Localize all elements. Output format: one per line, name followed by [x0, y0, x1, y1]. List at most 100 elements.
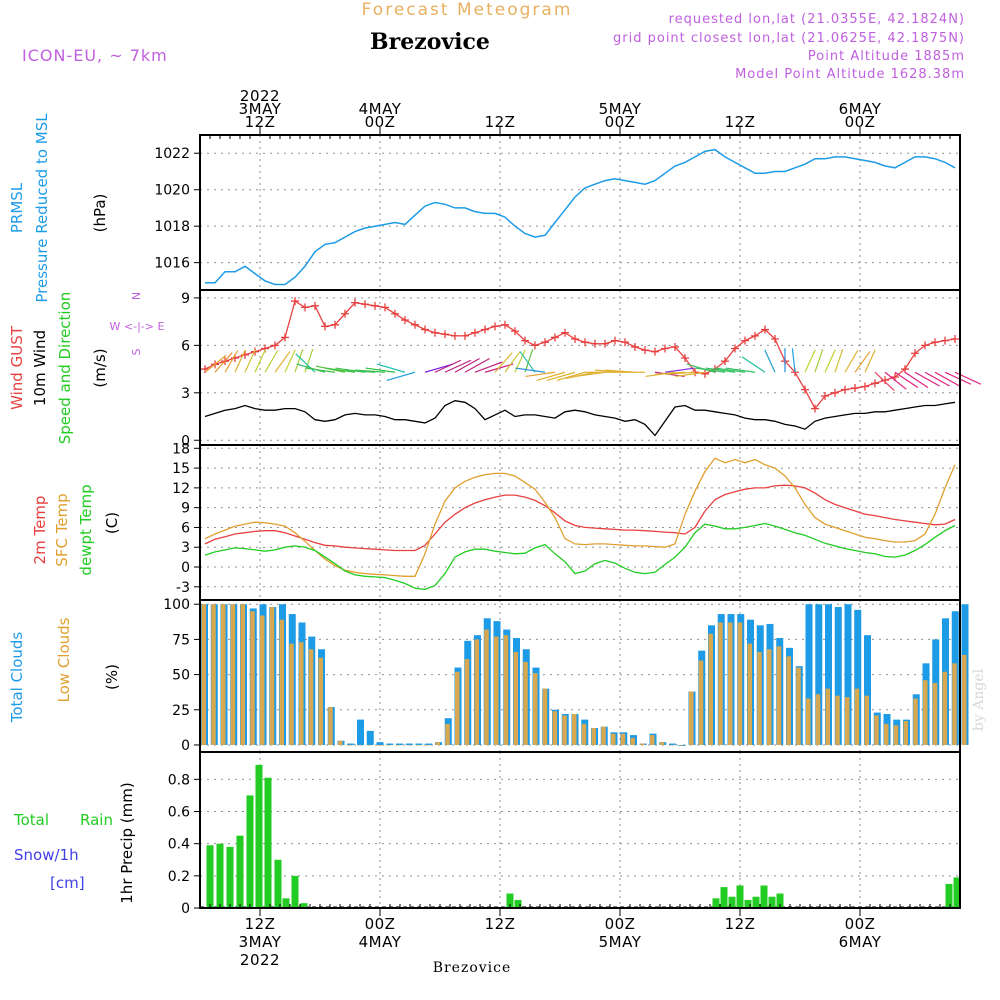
gust-marker — [621, 338, 629, 347]
low-clouds-bar — [533, 673, 538, 745]
wind-direction-arrow — [814, 348, 824, 373]
low-clouds-bar — [942, 671, 947, 745]
gust-marker — [331, 320, 339, 329]
low-clouds-bar — [318, 657, 323, 745]
top-time-label: 00Z — [605, 113, 636, 131]
point-altitude: Point Altitude 1885m — [808, 49, 965, 64]
low-clouds-bar — [952, 663, 957, 745]
low-clouds-bar — [269, 607, 275, 745]
total-clouds-bar — [386, 743, 394, 745]
rain-bar — [720, 887, 728, 908]
wind-direction-arrow — [715, 367, 746, 373]
wind-direction-arrow — [325, 367, 356, 373]
total-clouds-bar — [825, 604, 832, 745]
wind-direction-arrow — [705, 367, 736, 373]
rain-bar — [736, 885, 744, 908]
gust-marker — [391, 309, 399, 318]
model-altitude: Model Point Altitude 1628.38m — [735, 67, 965, 82]
gust-marker — [491, 322, 499, 331]
low-clouds-bar — [776, 646, 782, 745]
y-tick-label: 18 — [172, 441, 190, 457]
wind-direction-arrow — [474, 361, 503, 373]
gust-marker — [581, 338, 589, 347]
wind-direction-arrow — [934, 371, 960, 387]
rain-bar — [768, 896, 776, 908]
low-clouds-bar — [221, 604, 226, 745]
gust-marker — [401, 316, 409, 325]
low-clouds-bar — [864, 695, 869, 745]
low-clouds-bar — [796, 667, 801, 745]
y-tick-label: 0 — [181, 560, 190, 576]
gust-marker — [881, 376, 889, 385]
wind-direction-arrow — [254, 349, 266, 373]
gust-marker — [761, 325, 769, 334]
low-clouds-bar — [884, 723, 889, 745]
gust-marker — [841, 385, 849, 394]
clouds-panel-labels: Total Clouds Low Clouds (%) — [8, 617, 121, 723]
requested-coords: requested lon,lat (21.0355E, 42.1824N) — [669, 12, 965, 27]
low-clouds-bar — [757, 652, 762, 745]
wind-direction-arrow — [854, 351, 871, 373]
temp2m-series-line — [204, 484, 956, 552]
low-clouds-bar — [279, 619, 284, 745]
plot-layer: 10161018102010220369-3036912151802550751… — [154, 87, 982, 969]
wind-direction-arrow — [294, 348, 304, 373]
gust-marker — [591, 339, 599, 348]
wind-direction-arrow — [944, 371, 972, 385]
low-clouds-bar — [962, 654, 967, 745]
panel-frame — [199, 134, 961, 291]
low-clouds-bar — [513, 652, 518, 745]
gust-marker — [951, 335, 959, 344]
gust-marker — [371, 301, 379, 310]
wind-direction-arrow — [804, 349, 816, 373]
bottom-time-label: 3MAY — [239, 933, 282, 951]
wind-direction-arrow — [386, 371, 416, 382]
gust-marker — [471, 328, 479, 337]
total-clouds-bar — [396, 743, 403, 745]
low-clouds-label: Low Clouds — [55, 617, 73, 702]
low-clouds-bar — [386, 744, 392, 746]
gust-marker — [911, 349, 919, 358]
bottom-time-label: 12Z — [485, 915, 516, 933]
wind-direction-arrow — [904, 371, 929, 389]
rain-bar — [216, 843, 224, 908]
low-clouds-bar — [620, 733, 626, 745]
gust-marker — [411, 320, 419, 329]
wind-direction-arrow — [664, 367, 695, 373]
gust-marker — [811, 404, 819, 413]
low-clouds-bar — [932, 683, 938, 745]
low-clouds-bar — [767, 649, 772, 745]
gust-marker — [861, 382, 869, 391]
wind-panel-labels: Wind GUST 10m Wind Speed and Direction (… — [8, 292, 164, 445]
y-tick-label: 6 — [181, 520, 190, 536]
precip-panel-labels: Total Rain Snow/1h [cm] 1hr Precip (mm) — [13, 782, 136, 903]
wind-direction-arrow — [365, 367, 396, 373]
forecast-title: Forecast Meteogram — [362, 0, 573, 20]
wind-direction-arrow — [376, 363, 406, 373]
low-clouds-bar — [396, 744, 401, 746]
rain-bar — [274, 859, 282, 908]
wind-direction-arrow — [686, 363, 716, 373]
low-clouds-bar — [698, 660, 704, 745]
low-clouds-bar — [425, 744, 431, 746]
top-time-label: 00Z — [365, 113, 396, 131]
low-clouds-bar — [503, 635, 509, 745]
y-tick-label: 0 — [181, 738, 190, 754]
gust-marker — [271, 341, 279, 350]
wind-direction-arrow — [665, 371, 696, 375]
gust-marker — [431, 328, 439, 337]
y-tick-label: 100 — [163, 597, 190, 613]
total-clouds-bar — [366, 730, 374, 745]
low-clouds-bar — [708, 633, 713, 745]
gust-marker — [921, 341, 929, 350]
y-tick-label: 6 — [181, 338, 190, 354]
y-tick-label: 1016 — [154, 256, 190, 272]
wind-direction-arrow — [284, 349, 296, 373]
low-clouds-bar — [747, 643, 752, 745]
low-clouds-bar — [806, 698, 811, 745]
rain-bar — [514, 899, 522, 908]
location-title: Brezovice — [370, 29, 490, 55]
low-clouds-bar — [611, 733, 616, 745]
low-clouds-bar — [650, 735, 655, 745]
